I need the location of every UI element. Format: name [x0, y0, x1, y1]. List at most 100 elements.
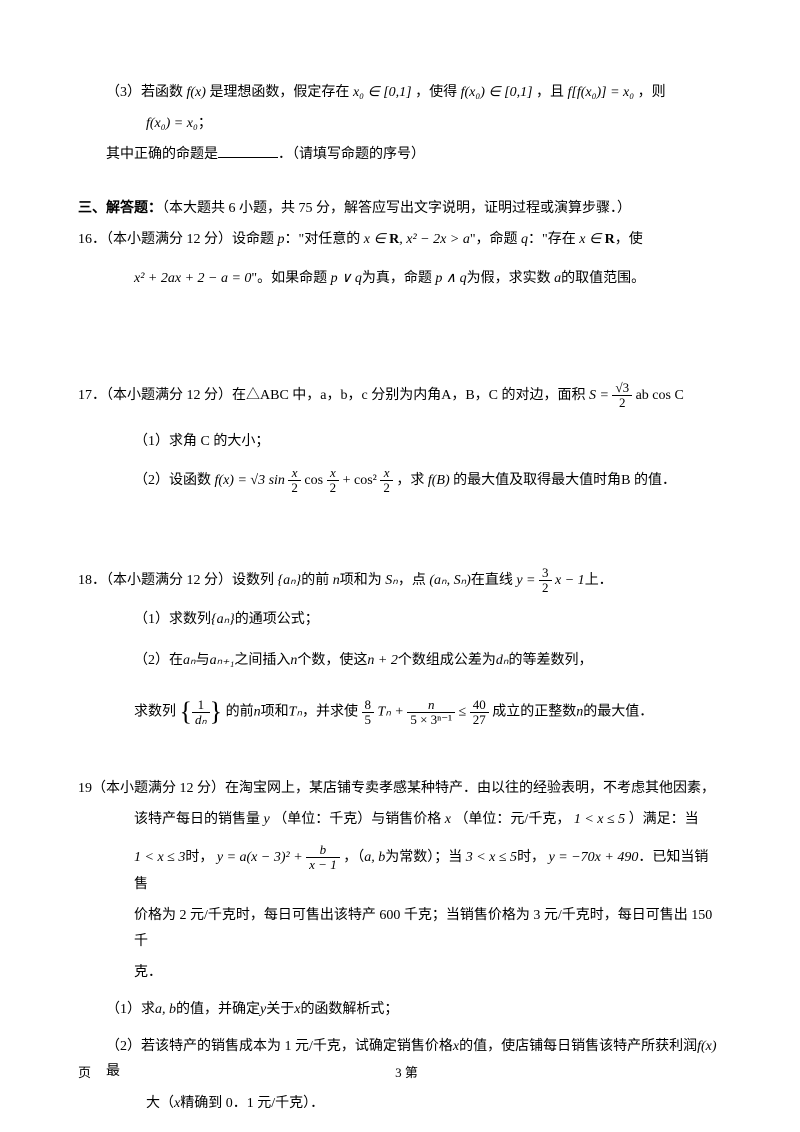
math-ffx0: f[f(x₀)] = x₀ [568, 85, 635, 100]
frac-3-2: 32 [539, 566, 552, 596]
math-Tn: Tₙ [289, 705, 302, 720]
math-fx0eq: f(x₀) = x₀ [146, 116, 198, 131]
math-fx0: f(x₀) ∈ [0,1] [461, 85, 533, 100]
math-cos: cos [304, 473, 323, 488]
text: 的取值范围。 [561, 271, 645, 286]
math-plus: + cos² [343, 473, 377, 488]
text: ）满足：当 [629, 812, 699, 827]
text: 项和为 [340, 573, 382, 588]
math-an: {aₙ} [211, 612, 235, 627]
frac-8-5: 85 [362, 698, 375, 728]
text: 是理想函数，假定存在 [209, 85, 349, 100]
math-p: p [278, 232, 285, 247]
text: 个数组成公差为 [398, 653, 496, 668]
q-number: 17． [78, 388, 106, 403]
q-number: 19 [78, 781, 92, 796]
math-rng2: 3 < x ≤ 5 [466, 850, 517, 865]
math-n: n [254, 705, 261, 720]
math-fx: f(x) [697, 1039, 716, 1054]
footer-page-number: 3 第 [78, 1061, 722, 1084]
math-Sn: Sₙ [385, 573, 398, 588]
text: 大（ [146, 1096, 174, 1111]
text: 其中正确的命题是 [106, 147, 218, 162]
q19-line3: 1 < x ≤ 3时， y = a(x − 3)² + bx − 1 ，（a, … [78, 843, 722, 898]
fill-blank[interactable] [218, 144, 278, 158]
text: 的值，使店铺每日销售该特产所获利润 [459, 1039, 697, 1054]
text: 为真，命题 [362, 271, 432, 286]
text: 求数列 [134, 705, 176, 720]
text: （单位：千克）与销售价格 [273, 812, 441, 827]
math-fB: f(B) [428, 473, 450, 488]
q19-sub1: （1）求a, b的值，并确定y关于x的函数解析式； [78, 997, 722, 1022]
text: 的通项公式； [235, 612, 319, 627]
frac-sqrt3-2: √32 [612, 381, 632, 411]
math-ab: a, b [155, 1002, 176, 1017]
text: ："存在 [528, 232, 576, 247]
p3-line2: f(x₀) = x₀； [78, 111, 722, 136]
text: （本小题满分 12 分）在△ABC 中，a，b，c 分别为内角A，B，C 的对边… [106, 388, 586, 403]
text: 时， [517, 850, 545, 865]
text: ； [198, 116, 212, 131]
text: ，且 [536, 85, 564, 100]
text: 该特产每日的销售量 [134, 812, 260, 827]
section-title: 三、解答题： [78, 201, 162, 216]
text: ，则 [638, 85, 666, 100]
q-number: 16． [78, 232, 106, 247]
text: 项和 [261, 705, 289, 720]
p3-line3: 其中正确的命题是．（请填写命题的序号） [78, 142, 722, 167]
math-y: y [264, 812, 270, 827]
brace-left-icon: { [180, 697, 192, 726]
text: （2）设函数 [134, 473, 211, 488]
frac-n-53n1: n5 × 3ⁿ⁻¹ [407, 698, 455, 728]
text: （1）求 [106, 1002, 155, 1017]
math-abcosc: ab cos C [636, 388, 684, 403]
page-footer: 页 3 第 [78, 1061, 722, 1084]
text: "，命题 [470, 232, 518, 247]
text: （3）若函数 [106, 85, 183, 100]
math-xm1: x − 1 [555, 573, 585, 588]
q18-sub3: 求数列 {1dₙ} 的前n项和Tₙ，并求使 85 Tₙ + n5 × 3ⁿ⁻¹ … [78, 689, 722, 736]
math-q: q [521, 232, 528, 247]
q19-line4: 价格为 2 元/千克时，每日可售出该特产 600 千克；当销售价格为 3 元/千… [78, 903, 722, 953]
math-pvq: p ∨ q [331, 271, 362, 286]
math-an: {aₙ} [278, 573, 302, 588]
text: 为假，求实数 [467, 271, 551, 286]
text: 时， [185, 850, 213, 865]
math-np2: n + 2 [367, 653, 397, 668]
text: 价格为 2 元/千克时，每日可售出该特产 600 千克；当销售价格为 3 元/千… [134, 908, 712, 948]
section-desc: （本大题共 6 小题，共 75 分，解答应写出文字说明，证明过程或演算步骤．） [162, 201, 631, 216]
math-fx: f(x) = √3 sin [215, 473, 285, 488]
math-an1: aₙ₊₁ [210, 653, 235, 668]
text: 个数，使这 [297, 653, 367, 668]
math-yeq: y = [516, 573, 535, 588]
q19-line1: 19（本小题满分 12 分）在淘宝网上，某店铺专卖孝感某种特产．由以往的经验表明… [78, 776, 722, 801]
section3-heading: 三、解答题：（本大题共 6 小题，共 75 分，解答应写出文字说明，证明过程或演… [78, 196, 722, 221]
text: 的值，并确定 [176, 1002, 260, 1017]
text: 关于 [266, 1002, 294, 1017]
math-an: aₙ [183, 653, 196, 668]
math-n: n [333, 573, 340, 588]
math-x: x [445, 812, 451, 827]
math-pt: (aₙ, Sₙ) [429, 573, 470, 588]
text: （1）求角 C 的大小； [134, 434, 269, 449]
text: ，使得 [415, 85, 457, 100]
q16-line1: 16．（本小题满分 12 分）设命题 p："对任意的 x ∈ R, x² − 2… [78, 227, 722, 252]
brace-right-icon: } [210, 697, 222, 726]
footer-left: 页 [78, 1061, 91, 1084]
math-eq: x² + 2ax + 2 − a = 0 [134, 271, 251, 286]
math-eq2: y = −70x + 490 [549, 850, 639, 865]
math-fx: f(x) [187, 85, 206, 100]
q17-sub1: （1）求角 C 的大小； [78, 429, 722, 454]
math-rng1: 1 < x ≤ 3 [134, 850, 185, 865]
math-paq: p ∧ q [435, 271, 466, 286]
math-dn: dₙ [496, 653, 509, 668]
text: （单位：元/千克， [454, 812, 570, 827]
text: 精确到 0．1 元/千克）． [180, 1096, 324, 1111]
text: ，求 [396, 473, 424, 488]
frac-1-dn: 1dₙ [192, 698, 210, 728]
text: 的前 [301, 573, 329, 588]
text: 克． [134, 965, 162, 980]
math-expr2: x ∈ R [579, 232, 615, 247]
q19-line2: 该特产每日的销售量 y （单位：千克）与销售价格 x （单位：元/千克， 1 <… [78, 807, 722, 832]
text: ："对任意的 [285, 232, 361, 247]
